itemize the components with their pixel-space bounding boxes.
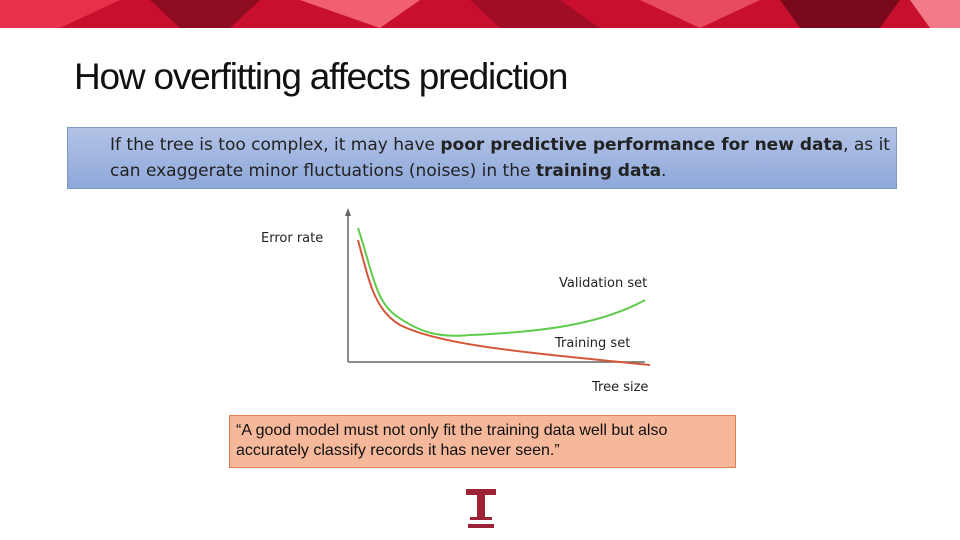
callout: If the tree is too complex, it may have … — [67, 127, 897, 189]
quote: “A good model must not only fit the trai… — [229, 415, 736, 468]
curve-label: Validation set — [559, 276, 648, 291]
plot — [345, 208, 651, 366]
banner — [0, 0, 960, 28]
training-curve — [357, 239, 651, 366]
text: If the tree is too complex, it may have — [110, 135, 441, 155]
validation-curve — [357, 227, 646, 337]
x-axis-label: Tree size — [592, 380, 649, 395]
slide-title: How overfitting affects prediction — [74, 56, 568, 97]
logo — [466, 489, 496, 528]
emphasis: training data — [535, 161, 662, 181]
text: . — [661, 161, 667, 181]
text: , as it can exaggerate minor fluctuation… — [110, 135, 890, 181]
curve-label: Training set — [555, 336, 631, 351]
y-axis-label: Error rate — [261, 231, 324, 246]
emphasis: poor predictive performance for new data — [440, 135, 844, 155]
